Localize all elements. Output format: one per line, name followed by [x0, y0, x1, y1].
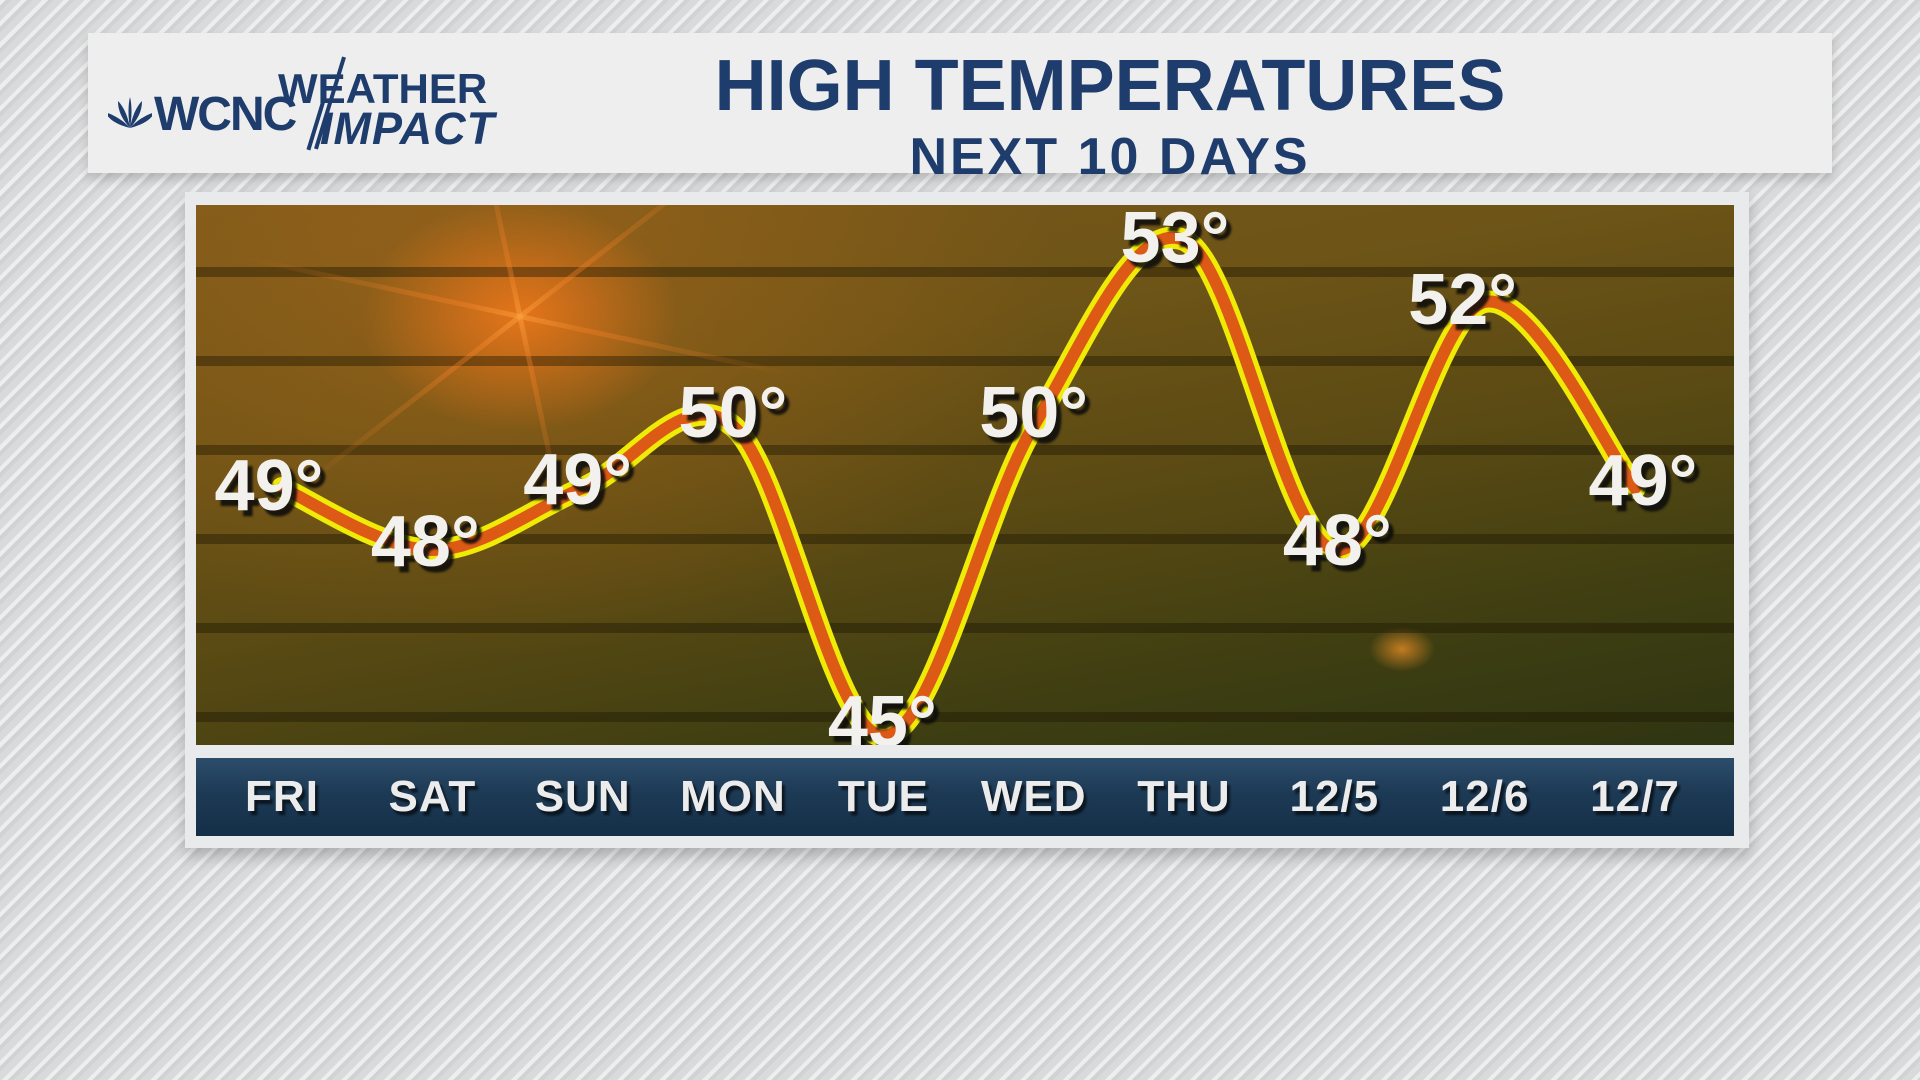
day-label: MON	[680, 772, 786, 821]
chart-plot-area: 49° 48° 49° 50° 45° 50° 53° 48° 52° 49°	[196, 205, 1734, 745]
wcnc-weather-impact-logo: WCNC WEATHER IMPACT	[100, 33, 530, 173]
header-titles: HIGH TEMPERATURES NEXT 10 DAYS	[388, 33, 1832, 187]
day-label: 12/6	[1439, 772, 1530, 821]
page-subtitle: NEXT 10 DAYS	[909, 128, 1311, 186]
day-label: WED	[980, 772, 1087, 821]
day-label: FRI	[245, 772, 319, 821]
temp-label: 48°	[1282, 501, 1392, 581]
day-label: THU	[1137, 772, 1231, 821]
temp-label: 49°	[523, 440, 633, 520]
page-title: HIGH TEMPERATURES	[714, 46, 1506, 126]
header-bar: WCNC WEATHER IMPACT HIGH TEMPERATURES NE…	[88, 33, 1832, 186]
day-label: SUN	[534, 772, 631, 821]
temp-label: 52°	[1408, 260, 1518, 340]
temp-label: 50°	[678, 373, 788, 453]
station-name: WCNC	[154, 88, 297, 141]
chart-panel: 49° 48° 49° 50° 45° 50° 53° 48° 52° 49° FRI SAT SUN…	[185, 192, 1749, 848]
temp-label: 49°	[1588, 441, 1698, 521]
day-label: TUE	[837, 772, 929, 821]
day-label: 12/5	[1289, 772, 1380, 821]
temperature-line-chart	[271, 226, 1646, 745]
day-label: SAT	[388, 772, 477, 821]
temp-label: 45°	[827, 682, 937, 745]
x-axis-day-bar: FRI SAT SUN MON TUE WED THU 12/5 12/6 12/7	[196, 758, 1734, 836]
nbc-peacock-icon	[108, 97, 152, 128]
temp-label: 49°	[214, 446, 324, 526]
temp-label: 53°	[1120, 205, 1230, 278]
temp-label: 50°	[979, 373, 1089, 453]
day-label: 12/7	[1590, 772, 1680, 821]
brand-impact-text: IMPACT	[320, 103, 496, 154]
temp-label: 48°	[370, 502, 480, 582]
brand-weather-text: WEATHER	[278, 65, 488, 112]
